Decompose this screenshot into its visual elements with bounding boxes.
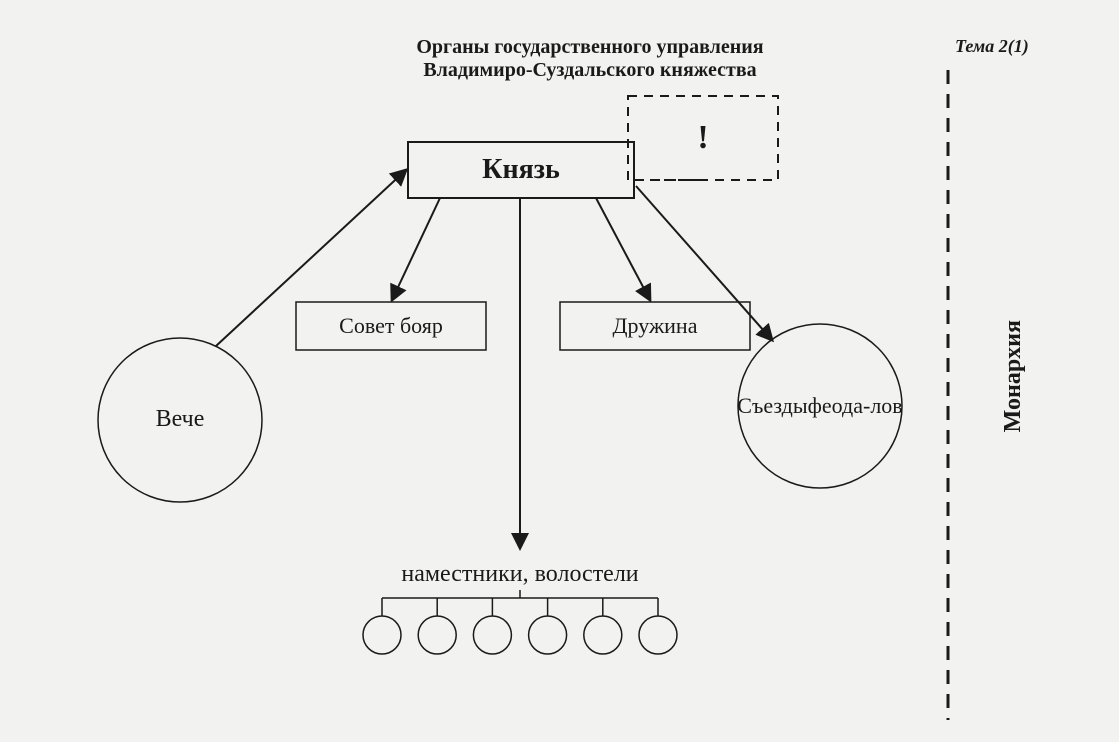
node-sovet-label: Совет бояр <box>296 302 486 350</box>
node-druzhina-label: Дружина <box>560 302 750 350</box>
node-exclaim-label: ! <box>628 96 778 180</box>
node-sezdy-label: Съездыфеода-лов <box>738 324 902 488</box>
node-namestniki-label: наместники, волостели <box>360 560 680 590</box>
diagram-stage: Органы государственного управления Влади… <box>0 0 1119 742</box>
node-veche-label: Вече <box>98 338 262 502</box>
node-knyaz-label: Князь <box>408 142 634 198</box>
